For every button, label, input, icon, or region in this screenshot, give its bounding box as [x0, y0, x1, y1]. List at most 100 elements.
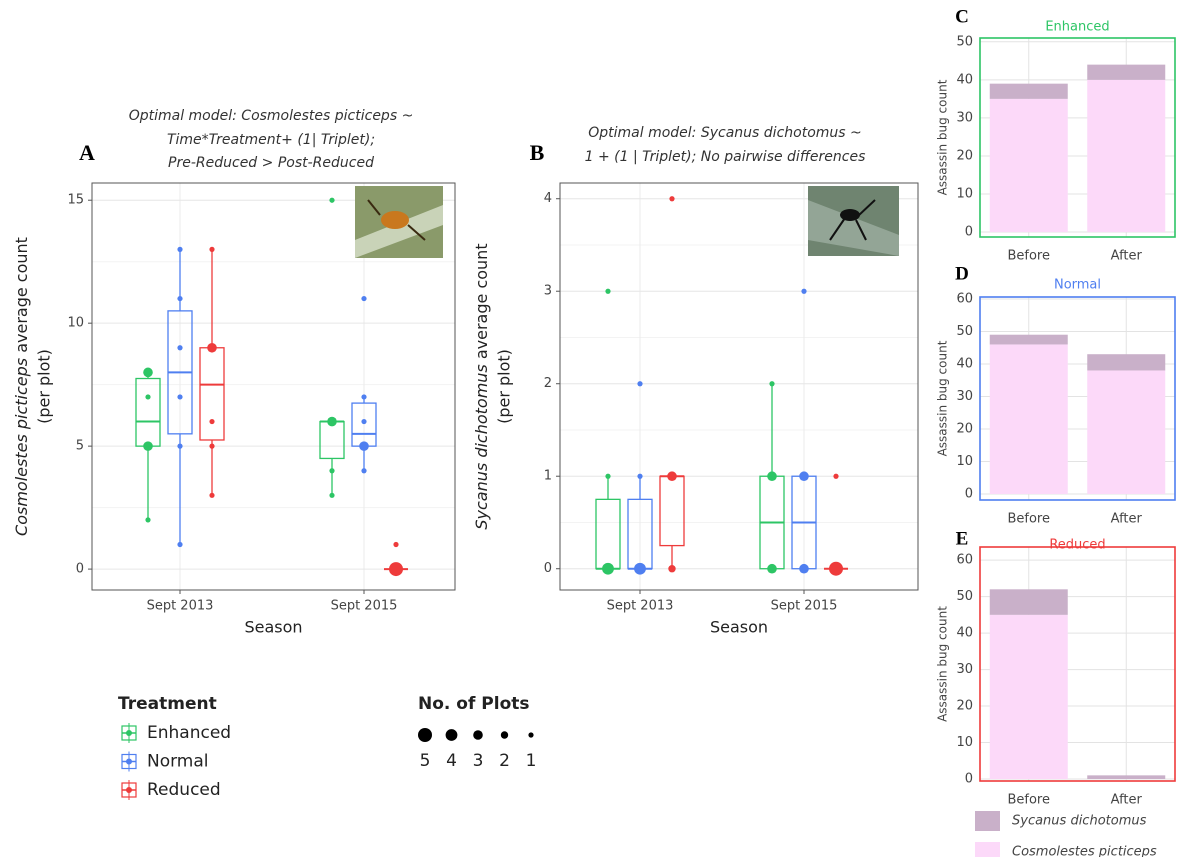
point: [637, 473, 643, 479]
bar-segment: [1087, 79, 1166, 233]
plot-border: [559, 182, 919, 591]
chart-title: 1 + (1 | Triplet); No pairwise differenc…: [585, 149, 866, 165]
point: [799, 563, 809, 574]
legend-dot: [126, 787, 132, 793]
y-tick-label: 30: [956, 389, 973, 404]
point: [361, 295, 367, 302]
point: [669, 196, 675, 202]
y-tick-label: 40: [956, 626, 973, 641]
legend-label: Reduced: [147, 780, 221, 800]
point: [329, 492, 335, 498]
point: [833, 473, 839, 479]
legend-swatch: [975, 842, 1000, 861]
point: [799, 471, 809, 482]
y-axis-label-italic: Sycanus dichotomus: [472, 364, 491, 529]
size-legend-dot: [418, 728, 432, 742]
panel-title: Enhanced: [1045, 20, 1109, 35]
point: [143, 441, 153, 451]
panel-border: [979, 296, 1176, 501]
point: [177, 541, 183, 548]
y-tick-label: 30: [956, 662, 973, 677]
x-tick-label: Before: [1007, 793, 1050, 808]
panel-letter: E: [956, 528, 969, 549]
photo-b: [808, 186, 899, 256]
point: [605, 288, 611, 294]
point: [667, 471, 677, 482]
legend-title: Treatment: [118, 694, 217, 714]
y-tick-label: 3: [544, 284, 552, 299]
point: [389, 562, 403, 577]
bar-segment: [989, 589, 1068, 615]
point: [359, 441, 369, 451]
bar-segment: [989, 344, 1068, 494]
panel-title: Normal: [1054, 278, 1101, 293]
size-legend-label: 3: [473, 751, 484, 771]
size-legend-dot: [473, 730, 483, 740]
legend-label: Enhanced: [147, 723, 231, 743]
y-axis-label: Sycanus dichotomus average count: [472, 243, 491, 529]
size-legend-label: 4: [446, 751, 457, 771]
point: [361, 418, 367, 425]
point: [145, 394, 151, 400]
y-tick-label: 40: [956, 72, 973, 87]
legend-label: Normal: [147, 752, 209, 772]
point: [634, 562, 646, 575]
y-tick-label: 40: [956, 356, 973, 371]
bar-segment: [1087, 64, 1166, 80]
point: [767, 471, 777, 482]
legend-dot: [126, 730, 132, 736]
point: [209, 418, 215, 425]
bar-segment: [989, 83, 1068, 99]
size-legend-dot: [500, 731, 509, 739]
bar-segment: [989, 334, 1068, 345]
panel-letter: D: [955, 263, 969, 284]
plot-border: [91, 182, 456, 591]
y-tick-label: 30: [956, 110, 973, 125]
y-tick-label: 10: [67, 316, 84, 331]
chart-title: Time*Treatment+ (1| Triplet);: [167, 132, 375, 148]
x-tick-label: Before: [1007, 249, 1050, 264]
point: [177, 345, 183, 351]
y-tick-label: 50: [956, 589, 973, 604]
point: [143, 367, 153, 378]
y-tick-label: 0: [544, 561, 552, 576]
y-tick-label: 0: [965, 225, 973, 240]
y-tick-label: 10: [956, 735, 973, 750]
bar-segment: [989, 614, 1068, 779]
panel-letter: C: [955, 6, 969, 27]
point: [361, 468, 367, 474]
x-tick-label: After: [1111, 249, 1143, 264]
size-legend-label: 2: [499, 751, 510, 771]
y-tick-label: 0: [965, 486, 973, 501]
legend-label: Sycanus dichotomus: [1012, 814, 1147, 829]
point: [177, 443, 183, 449]
y-axis-label-2: (per plot): [35, 349, 54, 424]
x-tick-label: Sept 2013: [147, 599, 214, 614]
y-tick-label: 20: [956, 699, 973, 714]
y-tick-label: 0: [76, 562, 84, 577]
y-axis-label: Cosmolestes picticeps average count: [12, 237, 31, 536]
point: [177, 295, 183, 302]
y-axis-label: Assassin bug count: [936, 606, 950, 722]
point: [602, 562, 614, 575]
chart-title: Pre-Reduced > Post-Reduced: [168, 155, 374, 171]
point: [177, 394, 183, 400]
point: [329, 468, 335, 474]
y-axis-label-rest: average count: [12, 237, 31, 358]
point: [209, 492, 215, 498]
legend-label: Cosmolestes picticeps: [1012, 845, 1157, 858]
y-tick-label: 0: [965, 771, 973, 786]
x-axis-label: Season: [244, 618, 302, 637]
y-tick-label: 1: [544, 469, 552, 484]
x-tick-label: Sept 2015: [771, 599, 838, 614]
x-tick-label: Sept 2013: [607, 599, 674, 614]
size-legend-label: 5: [420, 751, 431, 771]
point: [668, 565, 676, 573]
panel-letter: B: [530, 140, 545, 165]
panel-border: [979, 546, 1176, 782]
bar-segment: [989, 98, 1068, 233]
panel-letter: A: [79, 140, 95, 165]
x-tick-label: After: [1111, 512, 1143, 527]
point: [767, 563, 777, 574]
